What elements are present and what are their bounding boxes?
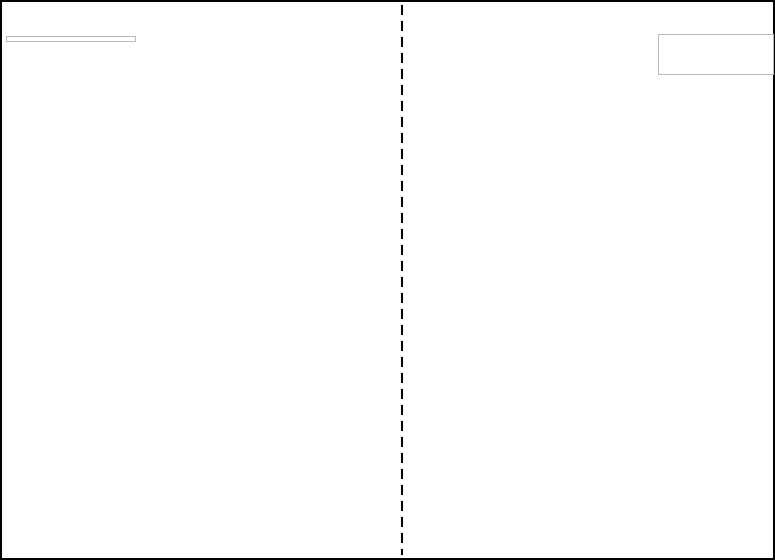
process-flow-diagram [104, 6, 398, 198]
t2-contribution-chart [414, 110, 538, 205]
constructed-bn-diagram [94, 334, 400, 558]
learned-structure-bn [246, 208, 398, 312]
label-opca-control-chart [658, 34, 774, 75]
propagation-graphs [428, 396, 664, 554]
distribution-plot [100, 198, 246, 330]
spe-control-chart [547, 8, 663, 106]
label-distillation-process [6, 36, 136, 42]
spe-contribution-chart [541, 110, 659, 205]
dashed-divider [401, 5, 403, 555]
updated-bn-diagram [404, 203, 668, 393]
t2-control-chart [420, 8, 544, 106]
